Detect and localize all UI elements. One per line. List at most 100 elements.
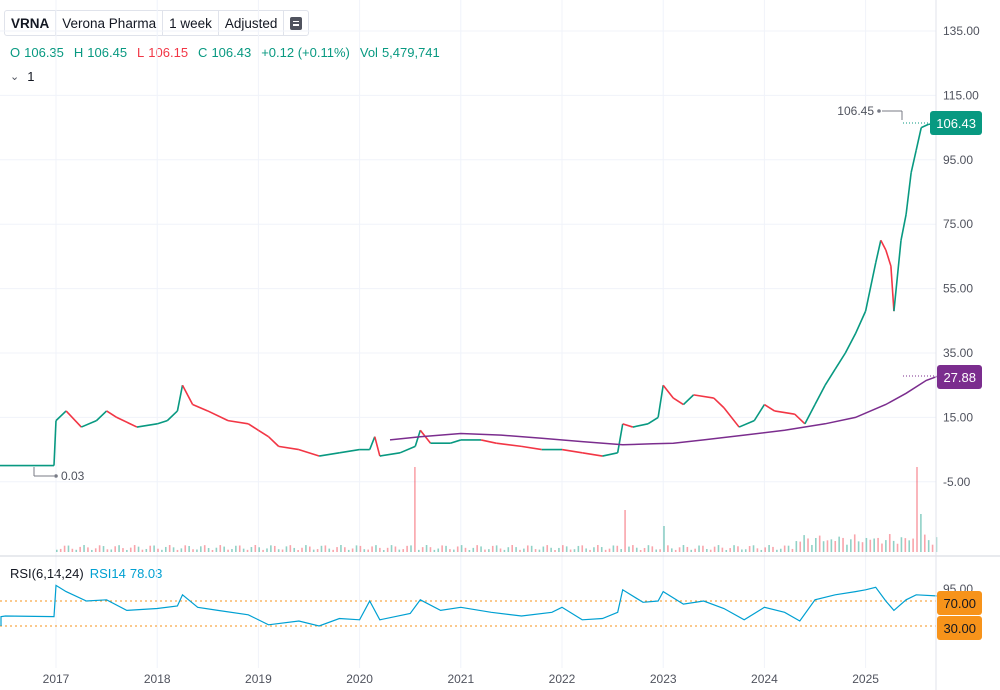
indicator-collapse[interactable]: ⌄ 1 (10, 69, 34, 84)
open-value: 106.35 (24, 45, 64, 60)
volume-bar (445, 545, 447, 552)
y-tick-label: 135.00 (943, 24, 980, 38)
volume-value: 5,479,741 (381, 45, 440, 60)
volume-bar (137, 546, 140, 552)
price-segment (318, 452, 340, 457)
volume-bar (600, 547, 603, 552)
volume-bar (721, 547, 724, 552)
price-segment (834, 352, 847, 370)
x-tick-label: 2018 (144, 672, 171, 686)
volume-bar (340, 545, 342, 552)
volume-bar (659, 549, 661, 552)
volume-bar (289, 545, 292, 552)
x-tick-label: 2020 (346, 672, 373, 686)
time-axis[interactable]: 2017 2018 2019 2020 2021 2022 2023 2024 2025 (43, 672, 880, 686)
price-segment (136, 423, 158, 428)
price-segment (890, 266, 895, 312)
volume-bar (464, 547, 467, 552)
volume-bar (266, 548, 268, 552)
price-segment (844, 333, 857, 354)
volume-bar (655, 549, 658, 552)
price-segment (207, 410, 229, 422)
volume-bar (741, 549, 743, 552)
volume-bar (235, 545, 237, 552)
volume-bar (145, 548, 148, 552)
indicator-count: 1 (27, 69, 35, 84)
volume-bar (768, 545, 770, 552)
price-segment (257, 429, 269, 438)
volume-bar (503, 549, 506, 552)
volume-bar (896, 543, 899, 552)
volume-bar (133, 545, 136, 552)
volume-bar (425, 545, 428, 552)
volume-bar (920, 514, 922, 552)
price-axis[interactable]: 135.00 115.00 95.00 75.00 55.00 35.00 15.00 -5.… (943, 24, 980, 489)
volume-bar (787, 545, 790, 552)
price-segment (900, 214, 907, 241)
price-segment (616, 423, 624, 453)
volume-bar (371, 546, 373, 552)
price-segment (176, 385, 184, 412)
price-segment (95, 410, 108, 422)
volume-bar (542, 546, 545, 552)
volume-bar (776, 549, 778, 552)
volume-bar (328, 548, 331, 552)
volume-bar (686, 546, 689, 552)
volume-bar (203, 545, 206, 552)
volume-bar (888, 534, 891, 552)
y-tick-label: 35.00 (943, 346, 973, 360)
volume-bar (589, 549, 591, 552)
volume-bar (324, 545, 327, 552)
volume-bar (379, 547, 381, 552)
volume-bar (305, 545, 307, 552)
volume-bar (643, 547, 646, 552)
price-segment (53, 420, 57, 466)
volume-bar (429, 547, 432, 552)
volume-bar (744, 549, 747, 552)
y-tick-label: 95.00 (943, 153, 973, 167)
symbol-name: Verona Pharma (56, 11, 164, 35)
volume-bar (114, 546, 116, 552)
volume-bar (709, 549, 712, 552)
price-segment (368, 436, 376, 450)
volume-bar (453, 549, 455, 552)
volume-bar (558, 547, 560, 552)
price-segment (885, 249, 892, 267)
volume-bar (877, 537, 879, 552)
price-segment (920, 123, 929, 129)
volume-bar (931, 544, 934, 552)
volume-bar (713, 546, 716, 552)
volume-bar (507, 547, 510, 552)
volume-bar (98, 545, 101, 552)
price-segment (496, 442, 522, 448)
price-segment (693, 394, 714, 399)
x-tick-label: 2023 (650, 672, 677, 686)
volume-bar (316, 549, 319, 552)
rsi-title[interactable]: RSI(6,14,24) (10, 566, 84, 581)
price-segment (339, 448, 360, 454)
price-segment (774, 410, 795, 415)
volume-bar (161, 549, 163, 552)
price-segment (763, 403, 775, 412)
volume-bar (262, 549, 264, 552)
volume-bar (826, 540, 829, 552)
price-segment (267, 436, 280, 447)
volume-bar (476, 545, 478, 552)
volume-bar (200, 546, 202, 552)
price-segment (874, 240, 882, 264)
volume-bar (270, 545, 272, 552)
volume-bar (818, 535, 821, 552)
interval-selector[interactable]: 1 week (163, 11, 219, 35)
price-segment (738, 419, 755, 428)
volume-bar (211, 549, 214, 552)
volume-bar (916, 467, 918, 552)
volume-bar (795, 541, 798, 552)
volume-bar (375, 545, 377, 552)
volume-bar (546, 545, 549, 552)
adjustment-toggle[interactable]: Adjusted (219, 11, 285, 35)
volume-bar (702, 545, 704, 552)
price-segment (723, 407, 740, 428)
notes-button[interactable] (284, 11, 308, 35)
volume-bar (417, 549, 420, 552)
